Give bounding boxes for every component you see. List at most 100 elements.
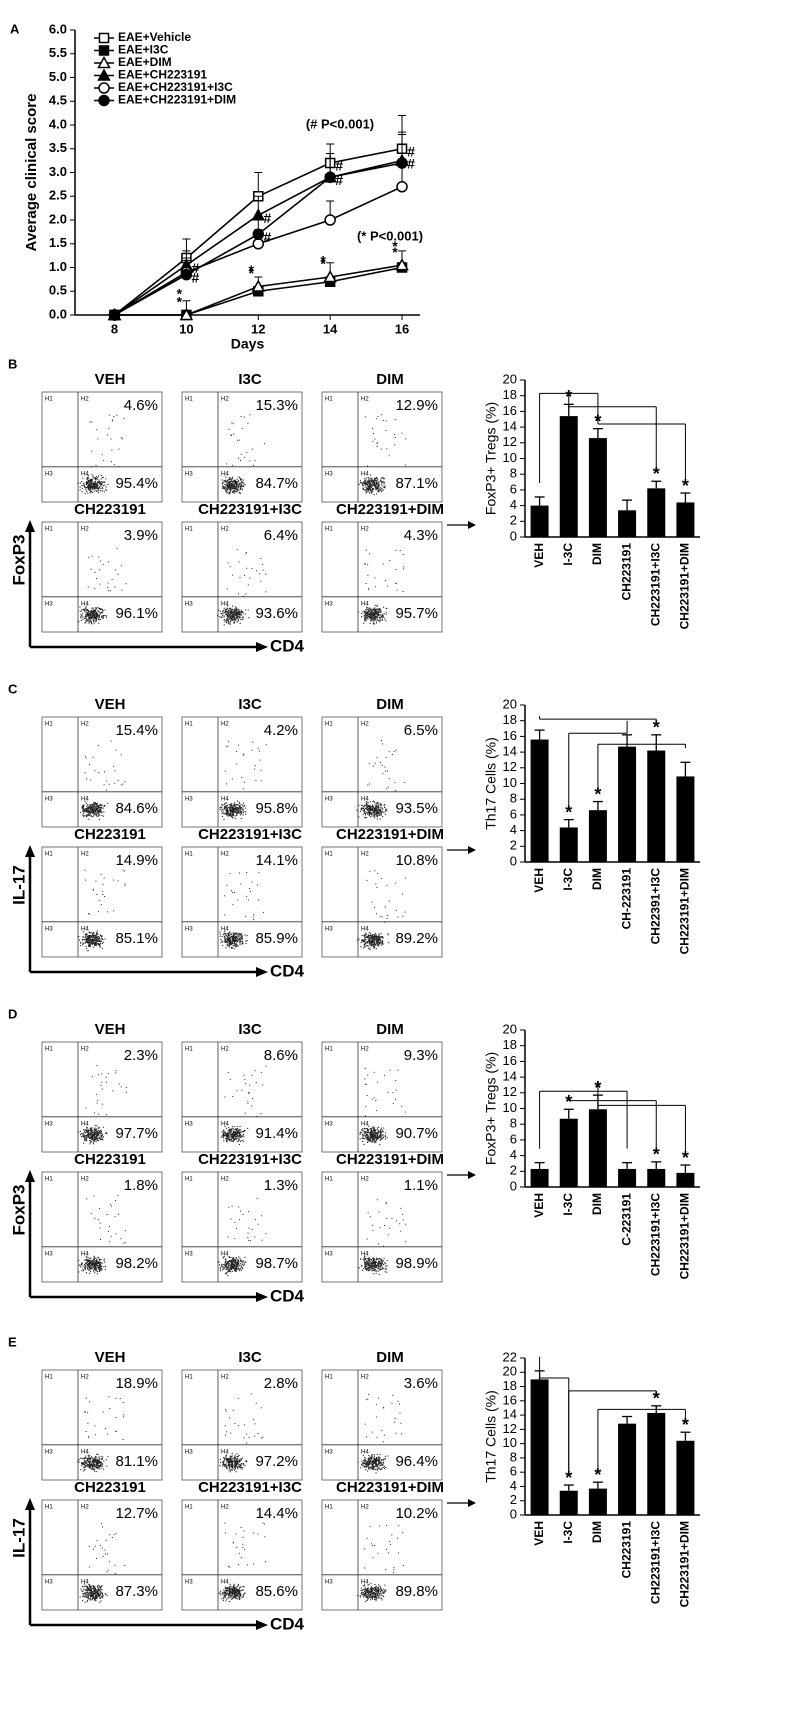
event-dot [224,813,225,814]
event-dot [402,894,403,895]
event-dot [382,916,383,917]
event-dot [381,611,382,612]
event-dot [383,490,384,491]
event-dot [97,1131,98,1132]
event-dot [364,619,365,620]
plot-title: CH223191+I3C [198,501,302,518]
event-dot [365,1084,366,1085]
x-tick-label: CH223191 [619,1521,633,1579]
event-dot [231,1138,232,1139]
event-dot [370,1138,371,1139]
event-dot [223,809,224,810]
y-axis-label: Th17 Cells (%) [483,737,499,830]
legend-label: EAE+CH223191+DIM [118,93,236,107]
significance-marker: * [392,244,398,260]
event-dot [365,814,366,815]
event-dot [81,1264,82,1265]
event-dot [91,815,92,816]
event-dot [86,758,87,759]
event-dot [379,803,380,804]
event-dot [377,1082,378,1083]
event-dot [94,572,95,573]
event-dot [93,947,94,948]
event-dot [361,940,362,941]
event-dot [376,609,377,610]
y-tick-label: 20 [503,371,517,386]
event-dot [368,610,369,611]
event-dot [259,750,260,751]
event-dot [372,480,373,481]
event-dot [230,1130,231,1131]
event-dot [101,481,102,482]
event-dot [230,482,231,483]
event-dot [382,812,383,813]
event-dot [401,1106,402,1107]
quadrant-label: H3 [45,1121,53,1127]
event-dot [382,482,383,483]
event-dot [106,486,107,487]
event-dot [78,483,79,484]
event-dot [101,1135,102,1136]
event-dot [90,940,91,941]
event-dot [226,1140,227,1141]
event-dot [113,766,114,767]
quadrant-label: H2 [221,722,229,728]
y-tick-label: 14 [503,1069,517,1084]
event-dot [374,870,375,871]
y-tick-label: 16 [503,1053,517,1068]
lower-percent: 93.6% [255,605,298,622]
event-dot [382,765,383,766]
event-dot [86,806,87,807]
event-dot [89,1138,90,1139]
event-dot [366,609,367,610]
event-dot [244,782,245,783]
event-dot [100,561,101,562]
event-dot [101,936,102,937]
event-dot [236,616,237,617]
event-dot [106,615,107,616]
quadrant-label: H2 [81,1177,89,1183]
event-dot [103,617,104,618]
event-dot [372,805,373,806]
event-dot [85,937,86,938]
event-dot [377,616,378,617]
event-dot [397,590,398,591]
event-dot [86,612,87,613]
event-dot [386,757,387,758]
event-dot [232,619,233,620]
event-dot [373,948,374,949]
event-dot [102,487,103,488]
event-dot [96,1137,97,1138]
event-dot [392,1092,393,1093]
event-dot [228,1127,229,1128]
event-dot [243,619,244,620]
event-dot [385,1139,386,1140]
event-dot [237,613,238,614]
upper-percent: 4.6% [124,397,158,414]
event-dot [370,490,371,491]
event-dot [373,489,374,490]
event-dot [365,940,366,941]
event-dot [91,451,92,452]
event-dot [367,936,368,937]
event-dot [114,770,115,771]
event-dot [232,937,233,938]
event-dot [86,1107,87,1108]
quadrant-label: H3 [185,796,193,802]
event-dot [239,477,240,478]
event-dot [112,420,113,421]
bar [589,438,607,537]
event-dot [253,465,254,466]
event-dot [376,606,377,607]
quadrant-label: H3 [185,601,193,607]
event-dot [119,449,120,450]
event-dot [90,1271,91,1272]
event-dot [83,1133,84,1134]
event-dot [367,1132,368,1133]
event-dot [383,478,384,479]
event-dot [243,1136,244,1137]
event-dot [370,1139,371,1140]
event-dot [379,935,380,936]
event-dot [375,1137,376,1138]
event-dot [379,485,380,486]
